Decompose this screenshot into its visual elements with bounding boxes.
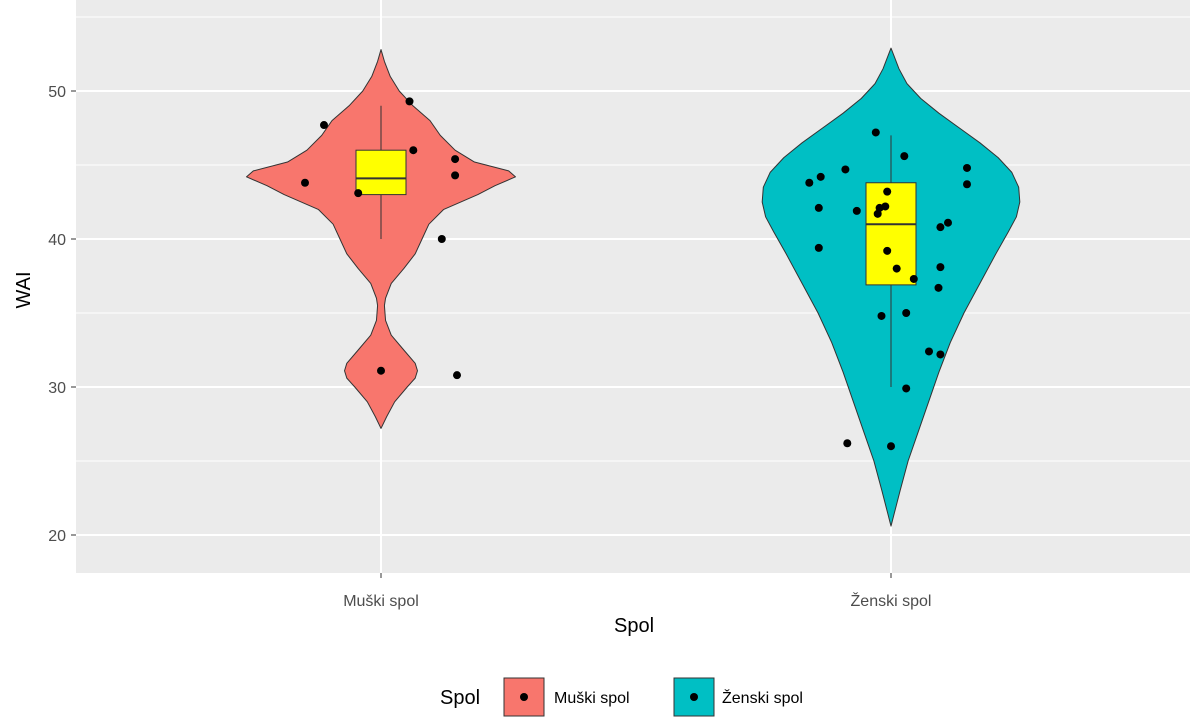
data-point	[354, 189, 363, 198]
data-point	[936, 223, 945, 232]
data-point	[887, 442, 895, 451]
data-point	[902, 309, 911, 317]
y-tick-label: 20	[48, 528, 66, 545]
data-point	[816, 172, 825, 181]
x-axis-title: Spol	[614, 615, 654, 637]
data-point	[437, 235, 446, 243]
box-body	[355, 149, 407, 196]
data-point	[814, 203, 823, 212]
data-point	[883, 246, 892, 255]
data-point	[936, 350, 945, 359]
y-axis-title: WAI	[13, 271, 35, 308]
legend-title: Spol	[440, 687, 480, 709]
legend: Spol Muški spol Ženski spol	[440, 677, 803, 717]
data-point	[805, 178, 814, 187]
y-tick-label: 50	[48, 84, 66, 101]
data-point	[451, 155, 460, 164]
data-point	[934, 283, 943, 292]
x-tick-label: Muški spol	[343, 593, 419, 610]
data-point	[453, 371, 461, 380]
data-point	[409, 146, 418, 155]
data-point	[320, 121, 328, 130]
data-point	[405, 97, 414, 106]
data-point	[936, 263, 945, 272]
legend-key-point	[520, 693, 528, 701]
data-point	[900, 152, 909, 161]
x-axis-ticks: Muški spol Ženski spol	[343, 573, 931, 610]
data-point	[909, 274, 918, 283]
x-tick-label: Ženski spol	[851, 591, 932, 610]
data-point	[301, 178, 309, 187]
panel-background	[76, 0, 1190, 573]
data-point	[892, 264, 901, 273]
y-axis-ticks: 20 30 40 50	[48, 84, 76, 545]
data-point	[814, 243, 823, 252]
legend-key-point	[690, 693, 698, 701]
y-tick-label: 30	[48, 380, 66, 397]
data-point	[881, 202, 890, 211]
data-point	[852, 206, 861, 215]
data-point	[963, 180, 971, 189]
data-point	[877, 311, 886, 320]
boxplots	[355, 105, 917, 387]
data-point	[883, 187, 892, 196]
legend-label: Muški spol	[554, 690, 630, 707]
legend-label: Ženski spol	[722, 688, 803, 707]
data-point	[963, 163, 971, 172]
data-point	[925, 347, 933, 356]
data-point	[451, 171, 460, 180]
data-point	[871, 128, 880, 137]
data-points	[301, 97, 971, 451]
data-point	[902, 384, 911, 393]
data-point	[944, 218, 952, 227]
y-tick-label: 40	[48, 232, 66, 249]
box-body	[865, 182, 917, 286]
data-point	[873, 209, 882, 218]
data-point	[843, 439, 852, 448]
data-point	[841, 165, 850, 174]
data-point	[377, 366, 385, 375]
